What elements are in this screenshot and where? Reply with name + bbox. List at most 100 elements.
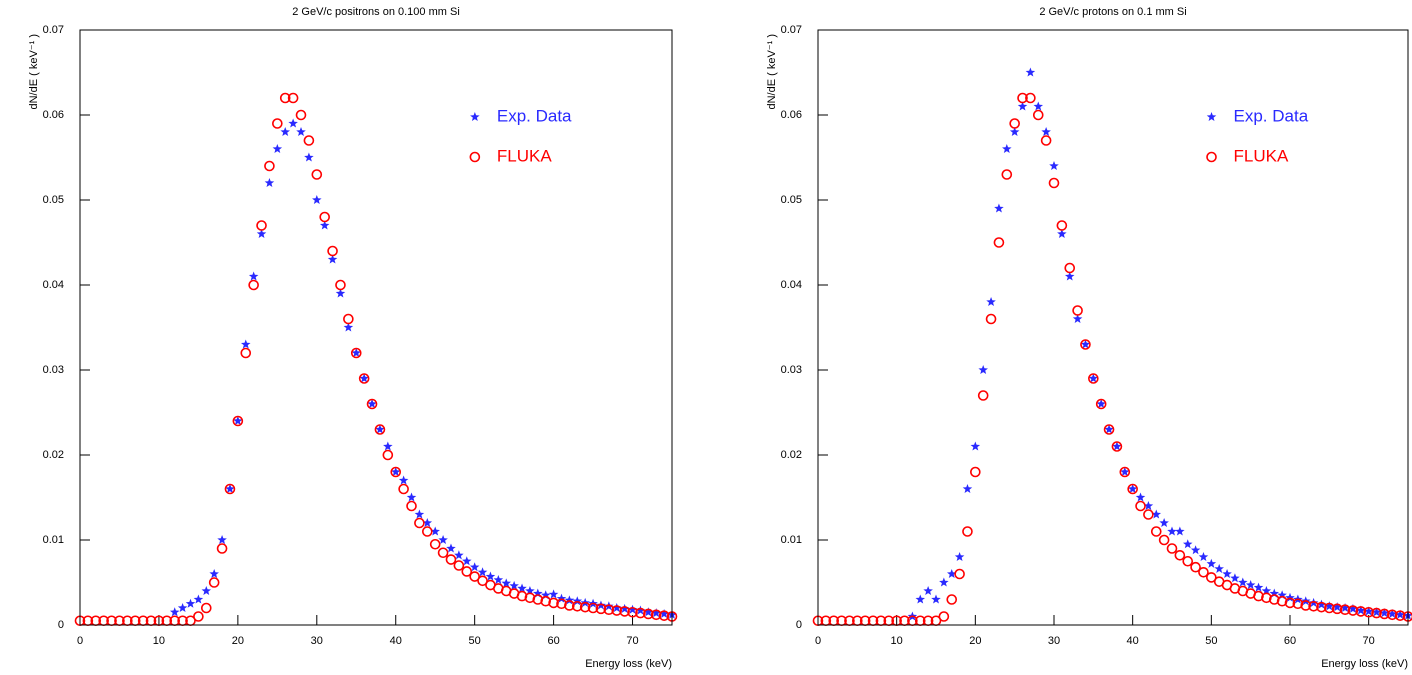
star-marker	[1080, 339, 1091, 349]
star-marker	[256, 229, 267, 239]
x-axis-label: Energy loss (keV)	[585, 658, 672, 670]
circle-marker	[1347, 605, 1359, 616]
star-marker	[493, 574, 504, 584]
legend-label: Exp. Data	[1234, 106, 1309, 125]
star-marker	[986, 297, 996, 307]
star-marker	[319, 220, 330, 230]
circle-marker	[224, 483, 236, 495]
circle-marker	[516, 590, 528, 602]
star-marker	[1356, 605, 1366, 615]
circle-marker	[279, 92, 291, 104]
star-marker	[1379, 608, 1390, 618]
circle-marker	[564, 600, 575, 611]
star-marker	[1151, 509, 1162, 519]
star-marker	[1395, 609, 1405, 619]
star-marker	[1127, 484, 1138, 494]
star-marker	[1332, 602, 1342, 612]
star-marker	[327, 254, 338, 264]
star-marker	[470, 112, 480, 122]
circle-marker	[232, 415, 244, 427]
star-marker	[1009, 127, 1020, 137]
star-marker	[383, 441, 393, 451]
x-tick-label: 20	[232, 635, 244, 647]
star-marker	[1167, 526, 1177, 536]
plot-frame	[817, 29, 1409, 626]
star-marker	[659, 608, 669, 618]
star-marker	[454, 550, 464, 560]
circle-marker	[985, 313, 997, 325]
circle-marker	[587, 602, 599, 614]
circle-marker	[1379, 608, 1390, 620]
circle-marker	[1103, 424, 1115, 435]
y-tick-label: 0.06	[43, 109, 64, 121]
star-marker	[1285, 592, 1295, 602]
star-marker	[635, 605, 646, 615]
circle-marker	[627, 606, 638, 618]
y-tick-label: 0.01	[43, 534, 64, 546]
circle-marker	[1355, 606, 1367, 617]
star-marker	[517, 583, 527, 593]
circle-marker	[1253, 590, 1264, 602]
plot-frame	[79, 29, 673, 626]
y-tick-label: 0.05	[43, 194, 64, 206]
star-marker	[335, 288, 346, 298]
y-tick-label: 0.07	[781, 24, 802, 36]
circle-marker	[1198, 566, 1209, 578]
star-marker	[390, 467, 401, 477]
circle-marker	[1292, 598, 1304, 610]
star-marker	[1159, 518, 1169, 528]
star-marker	[225, 484, 235, 494]
star-marker	[462, 556, 472, 566]
x-tick-label: 50	[1205, 635, 1217, 647]
star-marker	[422, 518, 433, 528]
circle-marker	[977, 390, 989, 401]
circle-marker	[658, 610, 670, 621]
star-marker	[367, 399, 377, 409]
star-marker	[209, 569, 219, 579]
star-marker	[1112, 441, 1122, 451]
star-marker	[272, 144, 283, 154]
star-marker	[651, 608, 661, 618]
star-marker	[931, 594, 941, 604]
circle-marker	[240, 347, 252, 359]
circle-marker	[327, 245, 338, 257]
circle-marker	[398, 483, 409, 495]
star-marker	[477, 567, 488, 577]
circle-marker	[335, 279, 346, 291]
y-tick-label: 0	[796, 619, 802, 631]
x-axis-label: Energy loss (keV)	[1321, 658, 1408, 670]
circle-marker	[350, 347, 362, 359]
circle-marker	[970, 466, 981, 478]
circle-marker	[208, 577, 220, 588]
circle-marker	[1111, 441, 1123, 452]
circle-marker	[1174, 549, 1186, 561]
circle-marker	[287, 92, 299, 104]
x-tick-label: 30	[311, 635, 323, 647]
y-tick-label: 0.02	[781, 449, 802, 461]
x-tick-label: 10	[153, 635, 165, 647]
star-marker	[1104, 424, 1114, 434]
star-marker	[548, 589, 559, 599]
star-marker	[1017, 101, 1028, 111]
star-marker	[954, 552, 965, 562]
star-marker	[1143, 501, 1154, 511]
circle-marker	[1150, 526, 1162, 537]
circle-marker	[256, 220, 267, 231]
circle-marker	[524, 592, 536, 604]
star-marker	[509, 580, 519, 590]
circle-marker	[390, 466, 402, 478]
circle-marker	[1324, 602, 1335, 614]
y-axis-label: dN/dE ( keV⁻¹ )	[766, 34, 778, 110]
star-marker	[962, 484, 973, 494]
star-marker	[469, 562, 480, 572]
star-marker	[1230, 573, 1240, 583]
circle-marker	[595, 603, 607, 615]
star-marker	[994, 203, 1004, 213]
circle-marker	[461, 566, 473, 577]
circle-marker	[1276, 595, 1288, 607]
star-marker	[1057, 229, 1067, 239]
y-tick-label: 0.07	[43, 24, 64, 36]
star-marker	[217, 535, 227, 545]
star-marker	[533, 588, 543, 598]
circle-marker	[1088, 373, 1099, 384]
